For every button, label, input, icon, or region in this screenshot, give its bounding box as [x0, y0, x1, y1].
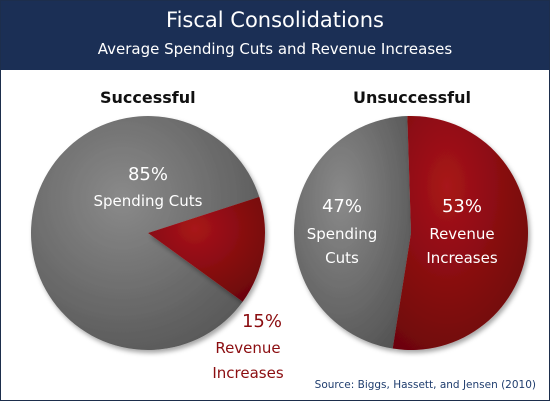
slice-unsuccessful-spending [293, 116, 411, 349]
label-unsuccessful-revenue-line1: Revenue [429, 225, 494, 243]
label-unsuccessful-revenue-line2: Increases [426, 249, 497, 267]
label-successful-spending: Spending Cuts [94, 192, 203, 210]
page-subtitle: Average Spending Cuts and Revenue Increa… [97, 40, 453, 58]
label-successful-spending-pct: 85% [128, 164, 168, 185]
label-successful-revenue-line2: Increases [212, 364, 283, 382]
chart-title-successful: Successful [100, 88, 196, 107]
chart-title-unsuccessful: Unsuccessful [353, 88, 471, 107]
label-unsuccessful-spending-line2: Cuts [325, 249, 359, 267]
label-successful-revenue-line1: Revenue [215, 339, 280, 357]
page-title: Fiscal Consolidations [166, 8, 384, 32]
slice-successful-spending [31, 116, 260, 351]
label-unsuccessful-spending-pct: 47% [322, 196, 362, 217]
slice-unsuccessful-revenue [392, 116, 528, 351]
header-banner: Fiscal Consolidations Average Spending C… [0, 0, 550, 70]
label-successful-revenue-pct: 15% [242, 311, 282, 332]
label-unsuccessful-revenue-pct: 53% [442, 196, 482, 217]
pie-unsuccessful [293, 116, 528, 351]
source-note: Source: Biggs, Hassett, and Jensen (2010… [314, 379, 536, 391]
label-unsuccessful-spending-line1: Spending [307, 225, 378, 243]
slice-successful-revenue [148, 196, 265, 302]
pie-successful [31, 116, 265, 351]
